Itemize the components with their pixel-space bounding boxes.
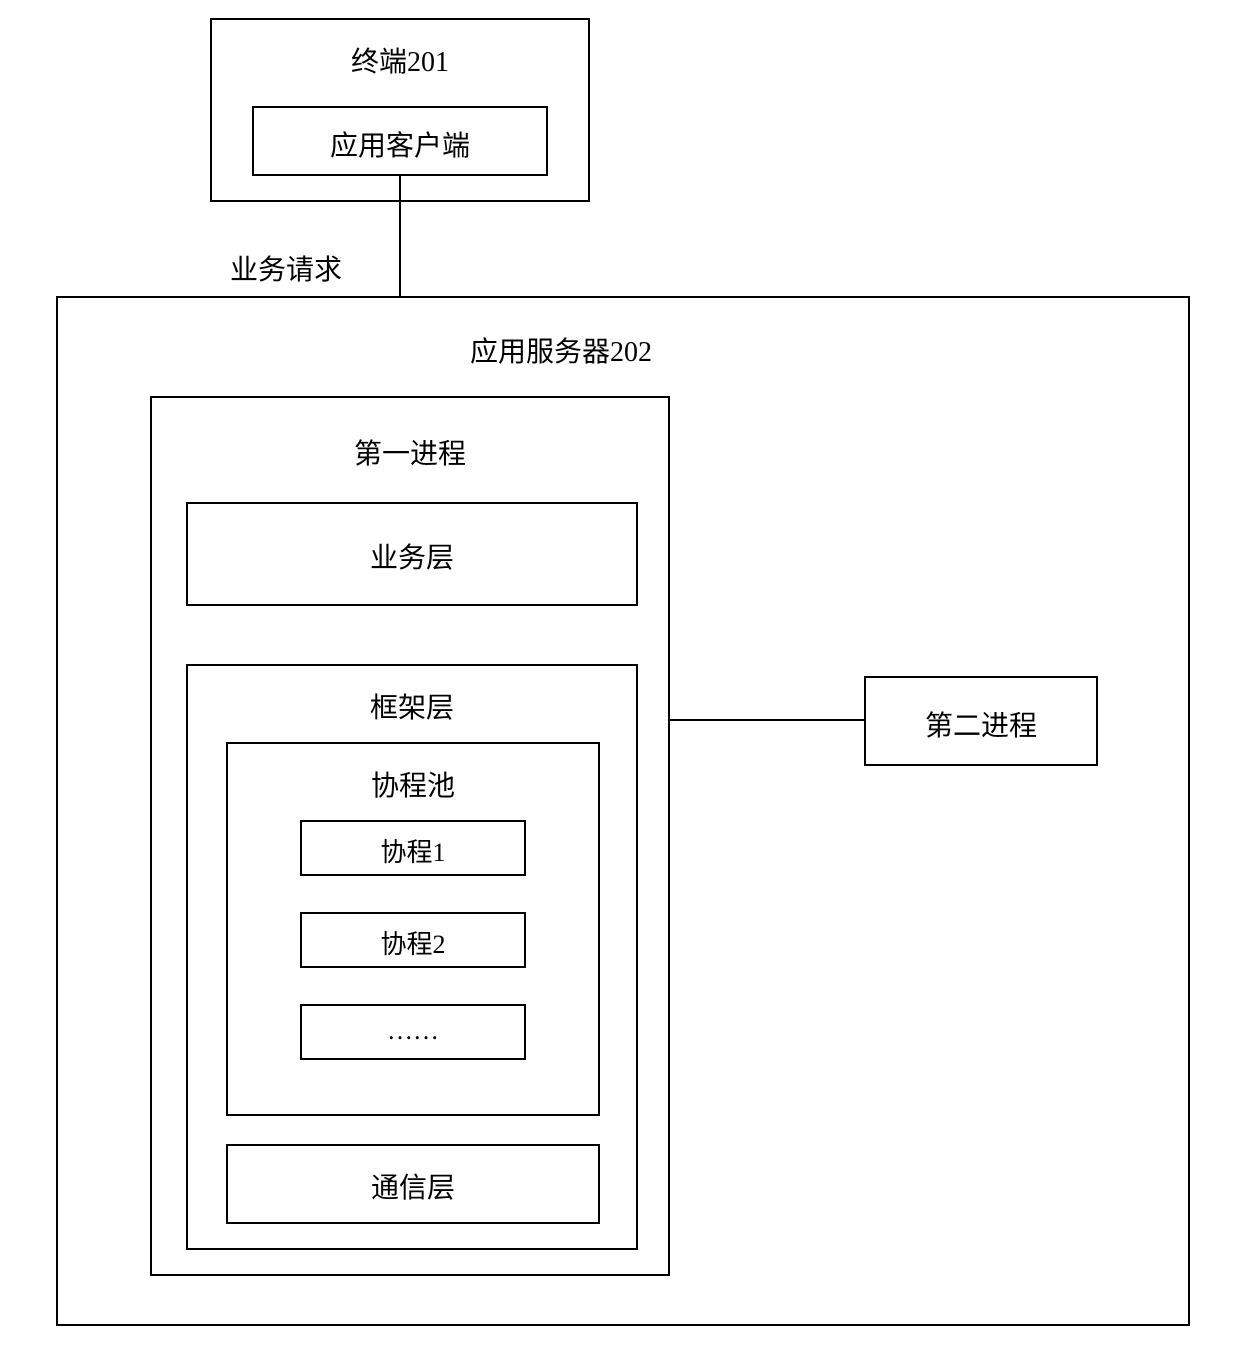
- process2-title: 第二进程: [864, 704, 1098, 744]
